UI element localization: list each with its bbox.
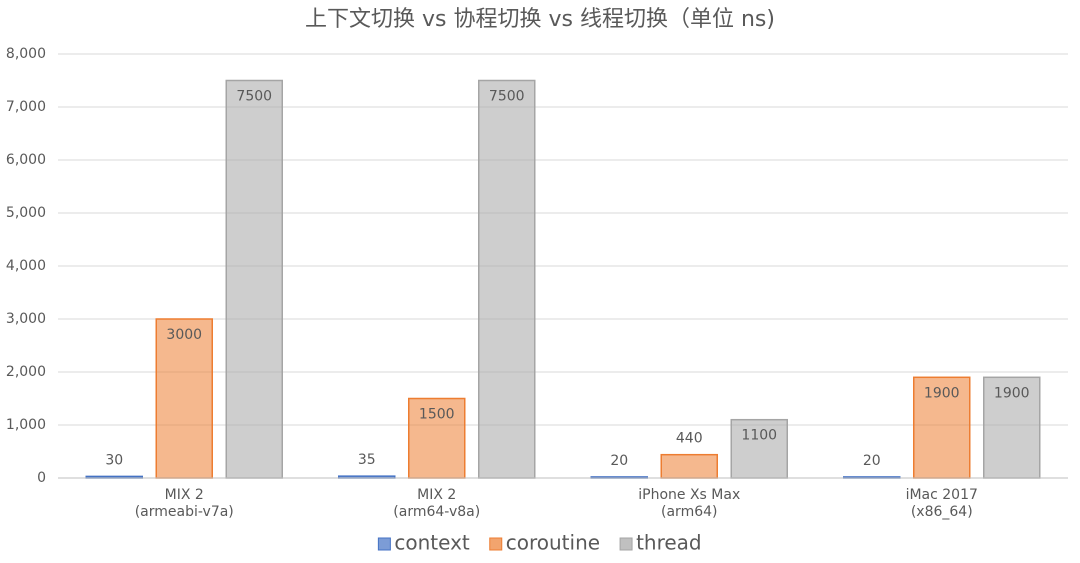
x-tick-label: iMac 2017 <box>906 487 978 503</box>
y-tick-label: 2,000 <box>6 364 46 380</box>
legend: context coroutine thread <box>377 531 702 555</box>
legend-swatch <box>619 537 633 551</box>
value-label: 30 <box>105 452 123 468</box>
value-label: 1900 <box>994 385 1030 401</box>
x-tick-label: iPhone Xs Max <box>638 487 740 503</box>
value-label: 35 <box>358 452 376 468</box>
bar <box>913 376 971 479</box>
value-label: 1500 <box>419 407 455 423</box>
legend-label: thread <box>636 531 702 555</box>
value-label: 440 <box>676 431 703 447</box>
value-label: 3000 <box>166 327 202 343</box>
y-tick-label: 4,000 <box>6 258 46 274</box>
legend-label: context <box>394 531 470 555</box>
bar <box>408 397 466 479</box>
x-tick-label: (arm64) <box>661 504 717 520</box>
bar <box>225 79 283 479</box>
legend-label: coroutine <box>506 531 600 555</box>
value-label: 20 <box>863 453 881 469</box>
bar <box>660 453 718 479</box>
y-tick-label: 5,000 <box>6 205 46 221</box>
value-label: 1900 <box>924 385 960 401</box>
y-tick-label: 8,000 <box>6 46 46 62</box>
legend-swatch <box>377 537 391 551</box>
x-tick-label: (arm64-v8a) <box>393 504 480 520</box>
value-label: 7500 <box>489 89 525 105</box>
x-tick-label: (armeabi-v7a) <box>135 504 234 520</box>
value-label: 20 <box>610 453 628 469</box>
y-tick-label: 6,000 <box>6 152 46 168</box>
x-tick-label: MIX 2 <box>165 487 204 503</box>
chart-title: 上下文切换 vs 协程切换 vs 线程切换（单位 ns) <box>305 7 775 32</box>
bar <box>155 318 213 479</box>
y-tick-label: 3,000 <box>6 311 46 327</box>
value-label: 1100 <box>741 428 777 444</box>
bar <box>478 79 536 479</box>
x-tick-label: (x86_64) <box>911 504 973 520</box>
legend-swatch <box>489 537 503 551</box>
x-tick-label: MIX 2 <box>417 487 456 503</box>
value-label: 7500 <box>236 89 272 105</box>
bar <box>983 376 1041 479</box>
y-tick-label: 0 <box>37 470 46 486</box>
bar <box>730 418 788 479</box>
y-tick-label: 7,000 <box>6 99 46 115</box>
y-tick-label: 1,000 <box>6 417 46 433</box>
